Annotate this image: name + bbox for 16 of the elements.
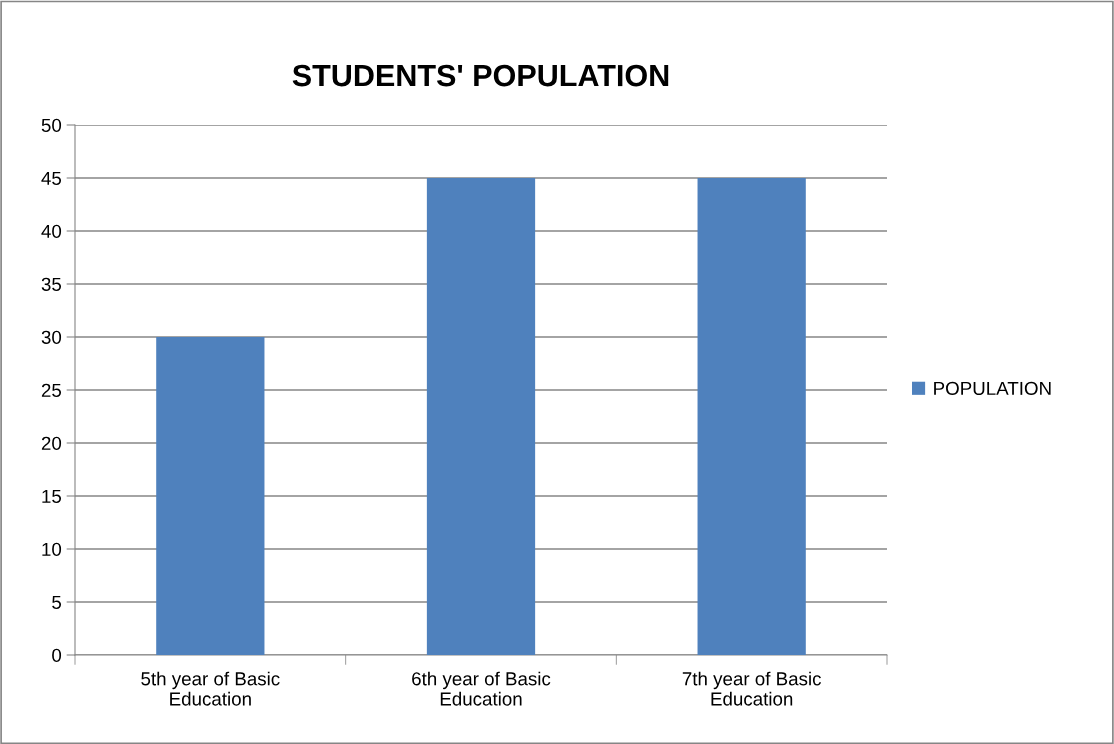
x-tick-label: 5th year of Basic Education (141, 671, 280, 706)
y-tick-label: 5 (52, 595, 62, 609)
legend-label: POPULATION (934, 381, 1051, 396)
x-tick-label: 6th year of Basic Education (412, 671, 551, 706)
y-tick-label: 50 (41, 118, 62, 132)
y-tick-label: 35 (41, 277, 62, 291)
y-tick-label: 0 (52, 648, 62, 662)
y-tick-label: 15 (42, 489, 62, 503)
chart-title: STUDENTS' POPULATION (292, 64, 669, 87)
y-tick-label: 20 (41, 436, 62, 450)
y-tick-label: 30 (41, 330, 62, 344)
x-tick-label: 7th year of Basic Education (682, 671, 821, 706)
y-tick-label: 40 (41, 224, 62, 238)
y-tick-label: 25 (41, 383, 62, 397)
y-tick-label: 10 (42, 542, 62, 556)
y-tick-label: 45 (41, 171, 62, 185)
